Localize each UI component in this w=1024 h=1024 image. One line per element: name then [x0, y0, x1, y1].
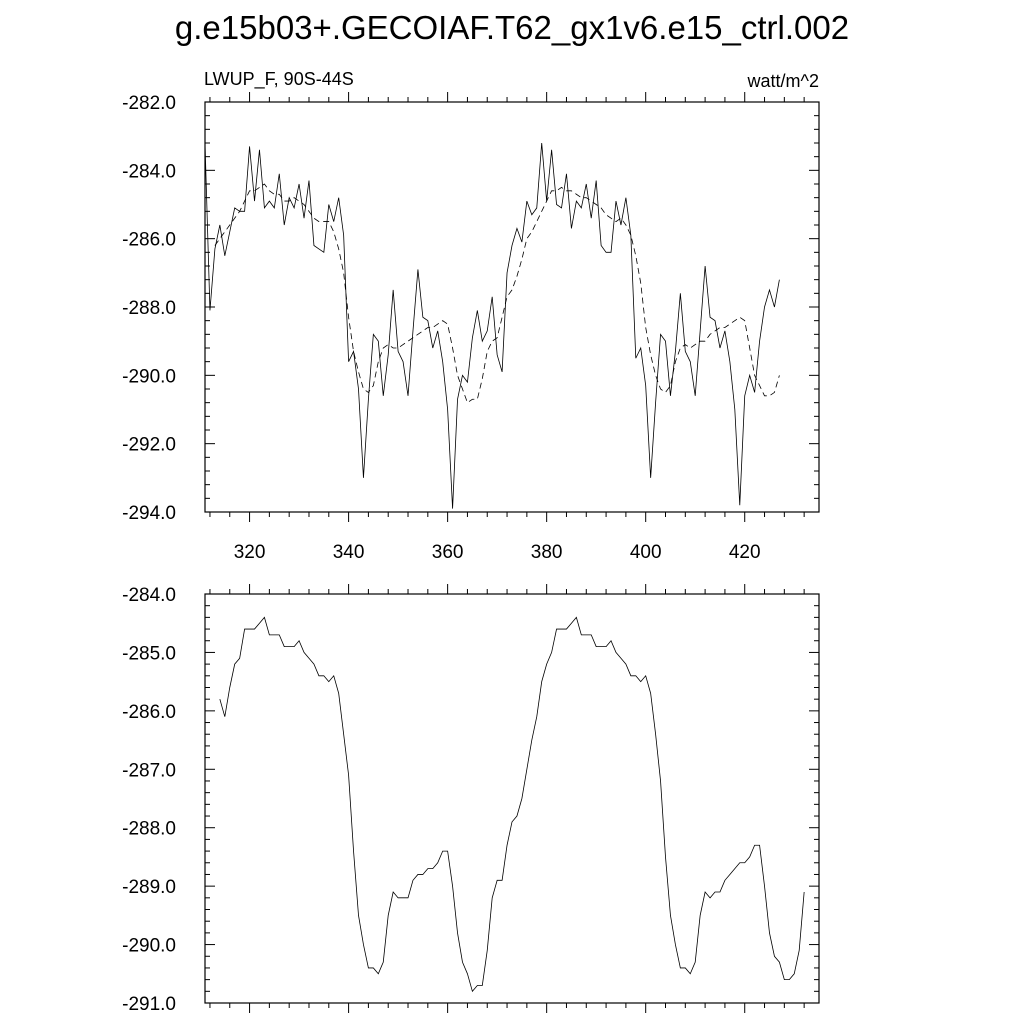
y-tick-label: -284.0	[122, 161, 176, 182]
series-line	[219, 616, 805, 993]
x-tick-label: 420	[729, 542, 761, 563]
smoothed-series-line	[214, 183, 780, 404]
y-tick-label: -290.0	[122, 366, 176, 387]
y-tick-label: -291.0	[122, 994, 176, 1015]
y-tick-label: -286.0	[122, 230, 176, 251]
x-tick-label: 360	[432, 542, 464, 563]
plot-frame	[204, 593, 820, 1004]
y-tick-label: -285.0	[122, 643, 176, 664]
y-tick-label: -292.0	[122, 435, 176, 456]
top-line-chart: LWUP_F, 90S-44S watt/m^2 -282.0 -284.0 -28…	[122, 69, 820, 563]
y-tick-label: -290.0	[122, 936, 176, 957]
y-tick-label: -287.0	[122, 760, 176, 781]
y-tick-label: -284.0	[122, 585, 176, 606]
x-tick-label: 320	[234, 542, 266, 563]
figure-title: g.e15b03+.GECOIAF.T62_gx1v6.e15_ctrl.002	[175, 9, 849, 46]
bottom-line-chart: -284.0 -285.0 -286.0 -287.0 -288.0 -289.0 -290…	[122, 584, 820, 1015]
plot-frame	[204, 101, 820, 513]
top-chart-units-label: watt/m^2	[747, 71, 819, 91]
x-tick-label: 380	[531, 542, 563, 563]
x-tick-label: 340	[333, 542, 365, 563]
y-tick-label: -289.0	[122, 877, 176, 898]
x-tick-label: 400	[630, 542, 662, 563]
y-tick-label: -294.0	[122, 503, 176, 524]
y-tick-label: -288.0	[122, 298, 176, 319]
y-tick-label: -286.0	[122, 702, 176, 723]
y-tick-label: -288.0	[122, 819, 176, 840]
y-tick-label: -282.0	[122, 93, 176, 114]
top-chart-variable-label: LWUP_F, 90S-44S	[204, 69, 354, 90]
series-line	[204, 142, 780, 509]
